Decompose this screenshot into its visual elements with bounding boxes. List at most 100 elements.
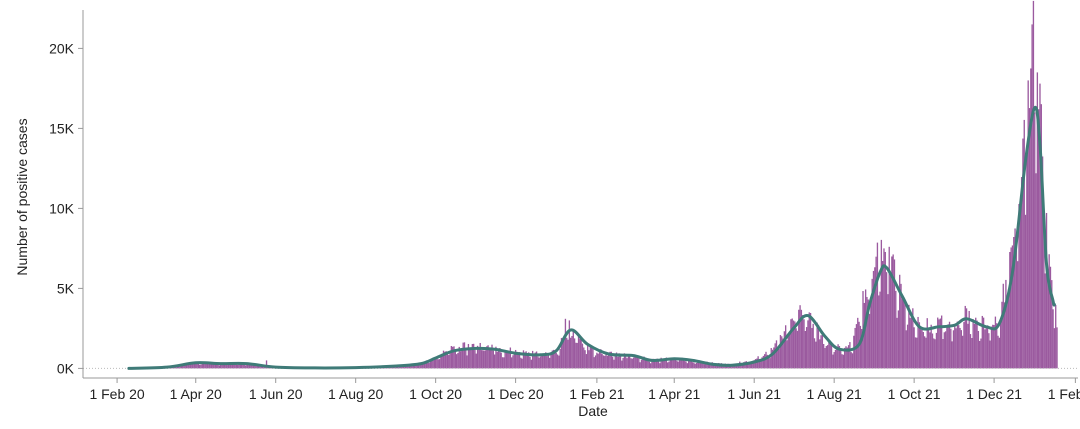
- daily-case-bar: [813, 338, 816, 369]
- daily-case-bar: [575, 342, 577, 369]
- daily-case-bar: [680, 360, 682, 369]
- daily-case-bar: [1032, 0, 1035, 369]
- daily-case-bar: [646, 358, 648, 369]
- daily-case-bar: [883, 248, 885, 369]
- daily-case-bar: [1027, 80, 1029, 369]
- daily-case-bar: [570, 337, 572, 369]
- daily-case-bar: [1001, 301, 1003, 369]
- daily-case-bar: [476, 345, 479, 369]
- daily-case-bar: [901, 299, 904, 369]
- daily-case-bar: [746, 362, 749, 369]
- daily-case-bar: [503, 357, 505, 369]
- daily-case-bar: [754, 359, 757, 369]
- daily-case-bar: [542, 355, 544, 369]
- daily-case-bar: [1002, 283, 1004, 369]
- daily-case-bar: [722, 365, 724, 369]
- x-tick-label: 1 Feb 20: [89, 386, 144, 402]
- daily-case-bar: [619, 353, 622, 369]
- daily-case-bar: [930, 324, 932, 369]
- daily-case-bar: [597, 353, 599, 369]
- daily-case-bar: [833, 352, 835, 369]
- y-tick-label: 15K: [49, 120, 75, 136]
- daily-case-bar: [916, 337, 918, 369]
- daily-case-bar: [808, 312, 810, 369]
- daily-case-bar: [779, 335, 782, 369]
- daily-case-bar: [1009, 252, 1011, 369]
- daily-case-bar: [415, 363, 417, 369]
- daily-case-bar: [908, 304, 910, 369]
- daily-case-bar: [652, 358, 654, 369]
- daily-case-bar: [441, 353, 443, 369]
- daily-case-bar: [969, 334, 972, 369]
- daily-case-bar: [466, 355, 468, 369]
- daily-case-bar: [799, 305, 801, 369]
- daily-case-bar: [976, 320, 978, 369]
- daily-case-bar: [820, 335, 822, 369]
- daily-case-bar: [492, 350, 494, 369]
- daily-case-bar: [1007, 289, 1010, 369]
- daily-case-bar: [1049, 266, 1052, 369]
- daily-case-bar: [474, 350, 476, 369]
- daily-case-bar: [914, 337, 917, 369]
- daily-case-bar: [695, 362, 698, 369]
- daily-case-bar: [796, 330, 799, 369]
- daily-case-bar: [414, 363, 416, 369]
- y-axis-ticks: 0K 5K 10K 15K 20K: [49, 40, 83, 376]
- daily-case-bar: [845, 346, 847, 369]
- daily-case-bar: [469, 347, 471, 369]
- daily-case-bar: [923, 336, 926, 369]
- daily-case-bar: [828, 341, 830, 369]
- daily-case-bar: [590, 347, 593, 369]
- daily-case-bar: [490, 350, 492, 369]
- daily-case-bar: [656, 358, 658, 369]
- daily-case-bar: [225, 364, 227, 369]
- daily-case-bar: [929, 332, 931, 369]
- daily-case-bar: [265, 360, 268, 369]
- daily-case-bar: [526, 354, 529, 369]
- daily-case-bar: [410, 365, 412, 369]
- daily-case-bar: [437, 359, 439, 369]
- daily-case-bar: [244, 365, 247, 369]
- bars-group: [129, 0, 1058, 369]
- daily-case-bar: [1015, 237, 1018, 369]
- daily-case-bar: [630, 358, 632, 369]
- daily-case-bar: [685, 361, 687, 369]
- daily-case-bar: [412, 364, 415, 369]
- daily-case-bar: [518, 352, 521, 369]
- daily-case-bar: [239, 364, 241, 369]
- daily-case-bar: [482, 350, 484, 369]
- daily-case-bar: [504, 350, 506, 369]
- daily-case-bar: [499, 348, 501, 369]
- daily-case-bar: [857, 317, 859, 369]
- daily-case-bar: [804, 330, 806, 369]
- daily-case-bar: [847, 345, 850, 369]
- daily-case-bar: [707, 362, 709, 369]
- daily-case-bar: [938, 319, 940, 369]
- daily-case-bar: [416, 363, 418, 369]
- daily-case-bar: [588, 350, 590, 369]
- daily-case-bar: [465, 349, 467, 369]
- daily-case-bar: [647, 358, 649, 369]
- daily-case-bar: [832, 354, 834, 369]
- daily-case-bar: [444, 351, 446, 369]
- daily-case-bar: [539, 356, 542, 369]
- daily-case-bar: [550, 353, 552, 369]
- daily-case-bar: [999, 320, 1002, 369]
- daily-case-bar: [912, 308, 914, 369]
- daily-case-bar: [545, 352, 547, 369]
- daily-case-bar: [406, 365, 408, 369]
- daily-case-bar: [487, 345, 489, 369]
- daily-case-bar: [427, 361, 429, 369]
- daily-case-bar: [1040, 104, 1042, 369]
- daily-case-bar: [577, 334, 580, 369]
- daily-case-bar: [440, 355, 442, 369]
- daily-case-bar: [975, 317, 977, 369]
- daily-case-bar: [712, 364, 715, 369]
- daily-case-bar: [525, 351, 527, 369]
- y-tick-label: 20K: [49, 40, 75, 56]
- daily-case-bar: [786, 340, 788, 369]
- daily-case-bar: [513, 353, 515, 369]
- daily-case-bar: [632, 357, 635, 369]
- daily-case-bar: [815, 341, 817, 369]
- daily-case-bar: [963, 322, 965, 369]
